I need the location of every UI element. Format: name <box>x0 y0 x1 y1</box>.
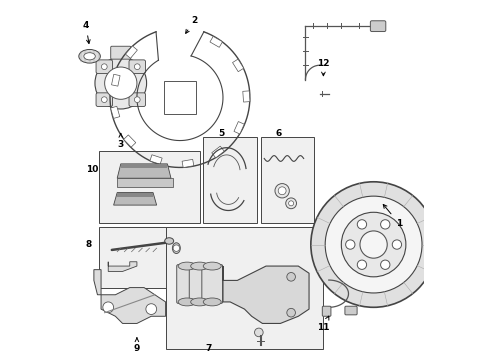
FancyBboxPatch shape <box>129 60 145 73</box>
Ellipse shape <box>79 49 100 63</box>
Circle shape <box>173 245 179 251</box>
Text: 2: 2 <box>185 16 197 33</box>
Polygon shape <box>121 164 167 168</box>
Polygon shape <box>150 155 162 164</box>
Polygon shape <box>111 74 120 86</box>
Circle shape <box>104 67 137 99</box>
FancyBboxPatch shape <box>369 21 385 32</box>
Ellipse shape <box>190 262 208 270</box>
Polygon shape <box>125 46 137 58</box>
Text: 7: 7 <box>205 344 211 353</box>
Text: 11: 11 <box>317 316 329 332</box>
Circle shape <box>145 304 156 315</box>
Circle shape <box>345 240 354 249</box>
Circle shape <box>286 273 295 281</box>
Circle shape <box>274 184 289 198</box>
Text: 12: 12 <box>317 59 329 76</box>
Polygon shape <box>117 193 153 197</box>
Text: 3: 3 <box>118 134 123 149</box>
Circle shape <box>380 220 389 229</box>
Circle shape <box>286 309 295 317</box>
Circle shape <box>134 64 140 69</box>
Bar <box>163 81 196 114</box>
Circle shape <box>380 260 389 269</box>
Polygon shape <box>242 91 249 102</box>
FancyBboxPatch shape <box>110 46 131 59</box>
Ellipse shape <box>178 262 196 270</box>
Bar <box>117 178 172 187</box>
Circle shape <box>288 201 293 206</box>
Polygon shape <box>232 59 243 72</box>
Text: 8: 8 <box>85 240 91 249</box>
Circle shape <box>325 196 421 293</box>
FancyBboxPatch shape <box>189 265 210 303</box>
Ellipse shape <box>83 53 95 60</box>
Bar <box>260 137 314 223</box>
Ellipse shape <box>164 238 173 244</box>
Text: 5: 5 <box>218 129 224 138</box>
Circle shape <box>391 240 401 249</box>
Circle shape <box>341 212 405 277</box>
FancyBboxPatch shape <box>322 306 330 316</box>
Text: 10: 10 <box>86 165 98 174</box>
FancyBboxPatch shape <box>344 306 356 315</box>
Polygon shape <box>101 288 165 323</box>
FancyBboxPatch shape <box>96 93 112 107</box>
Circle shape <box>357 260 366 269</box>
Circle shape <box>278 187 285 195</box>
Polygon shape <box>108 262 137 271</box>
Bar <box>165 226 323 348</box>
FancyBboxPatch shape <box>96 60 112 73</box>
FancyBboxPatch shape <box>176 265 197 303</box>
Circle shape <box>134 97 140 103</box>
Circle shape <box>101 97 107 103</box>
FancyBboxPatch shape <box>202 265 222 303</box>
Ellipse shape <box>172 243 180 253</box>
Polygon shape <box>110 106 120 118</box>
Bar <box>99 226 199 288</box>
Polygon shape <box>211 146 224 158</box>
Circle shape <box>310 182 435 307</box>
Polygon shape <box>113 193 156 205</box>
Circle shape <box>254 328 263 337</box>
Circle shape <box>95 57 146 109</box>
Text: 9: 9 <box>133 338 140 353</box>
Polygon shape <box>94 270 101 295</box>
Text: 4: 4 <box>82 21 90 44</box>
Polygon shape <box>182 159 193 168</box>
Bar <box>99 151 199 223</box>
Ellipse shape <box>203 298 221 306</box>
Polygon shape <box>223 266 308 323</box>
FancyBboxPatch shape <box>129 93 145 107</box>
Polygon shape <box>123 135 136 147</box>
Ellipse shape <box>203 262 221 270</box>
Ellipse shape <box>178 298 196 306</box>
Circle shape <box>357 220 366 229</box>
Circle shape <box>285 198 296 209</box>
Polygon shape <box>209 36 222 48</box>
Text: 1: 1 <box>383 204 401 228</box>
Bar <box>203 137 257 223</box>
Circle shape <box>101 64 107 69</box>
Circle shape <box>102 302 113 313</box>
Circle shape <box>359 231 386 258</box>
Ellipse shape <box>190 298 208 306</box>
Text: 6: 6 <box>275 129 281 138</box>
Polygon shape <box>233 122 244 134</box>
Polygon shape <box>117 164 171 178</box>
